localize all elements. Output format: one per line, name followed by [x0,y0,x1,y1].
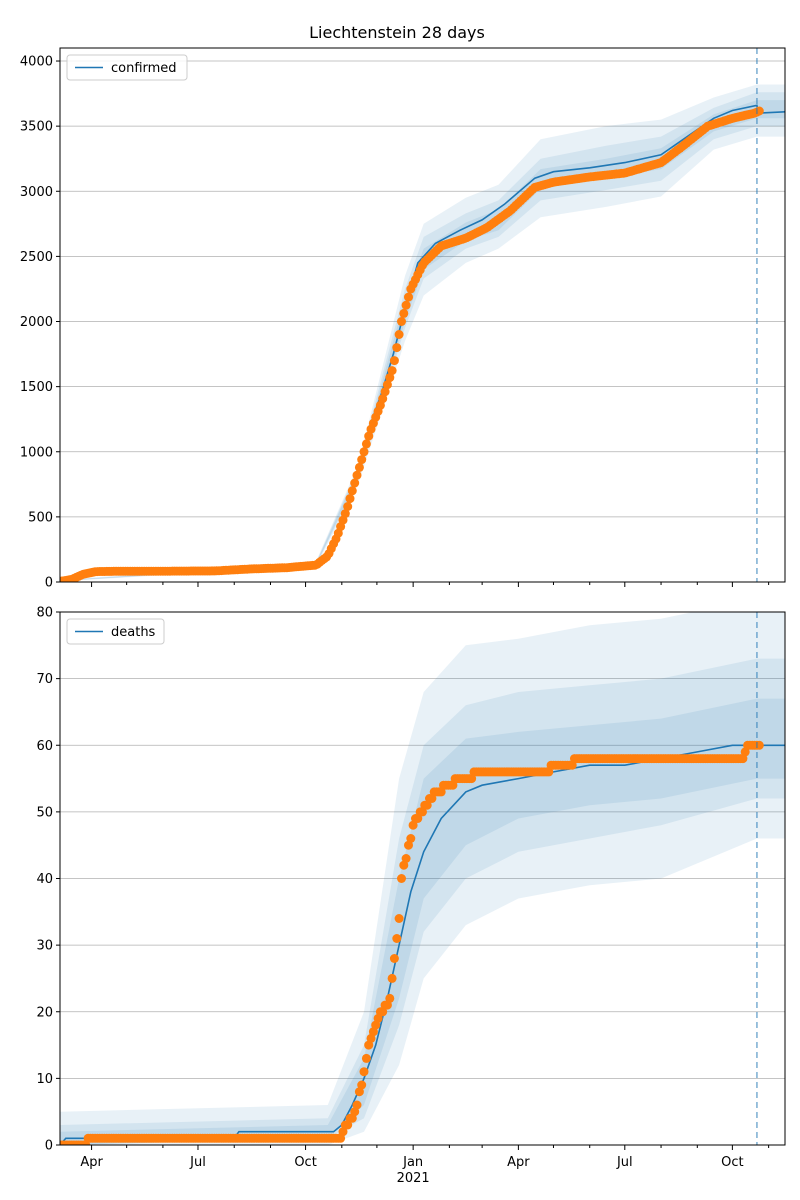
x-tick-label: Jul [616,1155,633,1170]
deaths-legend-box [66,618,165,645]
deaths-y-tick-label: 80 [36,606,53,621]
deaths-y-tick-label: 50 [36,805,53,820]
confirmed-uncertainty-band-2 [60,92,785,582]
confirmed-observed-point [350,478,360,488]
deaths-observed-point [754,740,764,750]
confirmed-observed-point [397,317,406,326]
confirmed-observed-point [401,300,411,310]
deaths-observed-points [60,740,764,1145]
deaths-observed-point [352,1100,362,1110]
deaths-legend: deaths [66,618,165,645]
confirmed-y-tick-label: 1500 [20,380,53,395]
deaths-y-tick-label: 30 [36,939,53,954]
confirmed-observed-point [361,439,371,449]
confirmed-observed-point [357,455,367,465]
confirmed-plot-area [60,48,785,582]
deaths-fit-line [60,744,785,1145]
confirmed-observed-point [343,502,353,511]
deaths-uncertainty-band-3 [60,698,785,1145]
deaths-plot-area [60,612,785,1145]
confirmed-observed-point [387,366,397,376]
confirmed-y-tick-label: 4000 [20,55,53,70]
confirmed-observed-point [754,106,764,116]
confirmed-observed-point [380,387,390,397]
confirmed-uncertainty-band-1 [60,84,785,582]
confirmed-observed-point [345,494,355,504]
deaths-observed-point [359,1067,369,1077]
deaths-panel: 0 10 20 30 40 50 60 70 80 deaths Apr Jul Oct Jan Apr Ju… [36,606,786,1186]
x-tick-label: Apr [507,1155,530,1170]
chart-title: Liechtenstein 28 days [309,23,485,42]
x-tick-label: Jan [402,1155,423,1170]
x-tick-label: Apr [80,1155,103,1170]
deaths-observed-point [387,973,397,983]
deaths-legend-label: deaths [111,625,156,640]
confirmed-axes-frame [59,47,786,583]
confirmed-observed-point [378,394,388,404]
deaths-y-tick-label: 0 [45,1139,53,1154]
x-year-label: 2021 [397,1171,430,1186]
deaths-observed-point [392,934,402,943]
confirmed-observed-point [354,462,364,472]
confirmed-observed-point [382,380,392,390]
x-tick-label: Jul [189,1155,206,1170]
deaths-y-tick-label: 20 [36,1005,53,1020]
deaths-y-tick-label: 10 [36,1072,53,1087]
confirmed-observed-point [399,308,409,318]
confirmed-observed-point [352,470,362,480]
deaths-observed-point [397,874,406,883]
deaths-observed-point [406,834,416,843]
confirmed-y-tick-label: 2500 [20,250,53,265]
confirmed-y-tick-label: 3500 [20,120,53,135]
deaths-y-tick-label: 60 [36,739,53,754]
confirmed-panel: 0 500 1000 1500 2000 2500 3000 3500 4000 confirme… [20,47,786,591]
confirmed-y-tick-label: 1000 [20,445,53,460]
x-tick-label: Oct [294,1155,316,1170]
confirmed-observed-points [60,106,764,582]
confirmed-y-tick-label: 0 [45,576,53,591]
confirmed-observed-point [392,343,402,353]
confirmed-observed-point [394,330,404,339]
confirmed-observed-point [359,447,369,457]
x-tick-label: Oct [721,1155,743,1170]
deaths-observed-point [385,993,395,1003]
deaths-y-tick-label: 70 [36,672,53,687]
deaths-observed-point [401,854,411,863]
deaths-observed-point [389,954,399,963]
deaths-observed-point [394,914,404,923]
deaths-uncertainty-band-2 [60,658,785,1145]
deaths-observed-point [357,1080,367,1090]
deaths-y-tick-label: 40 [36,872,53,887]
confirmed-legend-label: confirmed [111,61,177,76]
confirmed-legend-box [66,54,188,81]
confirmed-observed-point [364,431,374,441]
deaths-observed-point [361,1053,371,1063]
confirmed-observed-point [340,509,350,519]
confirmed-y-tick-label: 3000 [20,185,53,200]
confirmed-observed-point [389,356,399,366]
deaths-uncertainty-band-1 [60,612,785,1145]
confirmed-observed-point [347,486,357,496]
confirmed-y-tick-label: 500 [28,510,53,525]
confirmed-observed-point [404,292,413,302]
confirmed-legend: confirmed [66,54,188,81]
confirmed-y-tick-label: 2000 [20,315,53,330]
confirmed-observed-point [385,373,395,383]
